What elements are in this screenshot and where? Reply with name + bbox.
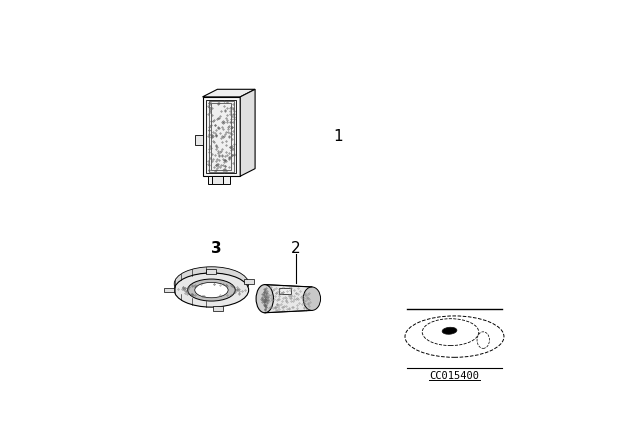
Polygon shape [213, 306, 223, 311]
Polygon shape [207, 269, 216, 274]
Polygon shape [212, 176, 223, 184]
Ellipse shape [195, 282, 228, 298]
Ellipse shape [442, 327, 457, 334]
Polygon shape [280, 289, 291, 293]
Polygon shape [223, 176, 230, 184]
Polygon shape [202, 89, 255, 97]
Ellipse shape [188, 279, 236, 301]
Polygon shape [265, 284, 312, 313]
Ellipse shape [256, 284, 273, 313]
Polygon shape [164, 288, 174, 293]
Text: 3: 3 [211, 241, 221, 256]
Ellipse shape [303, 287, 321, 310]
Polygon shape [244, 279, 254, 284]
Ellipse shape [174, 273, 248, 307]
Ellipse shape [188, 273, 236, 295]
Text: 1: 1 [333, 129, 343, 144]
Polygon shape [195, 135, 202, 145]
Polygon shape [207, 99, 236, 173]
Text: CC015400: CC015400 [429, 371, 479, 381]
Polygon shape [240, 89, 255, 176]
Polygon shape [202, 97, 240, 176]
Text: 2: 2 [291, 241, 301, 256]
Polygon shape [208, 176, 212, 184]
Ellipse shape [174, 267, 248, 301]
